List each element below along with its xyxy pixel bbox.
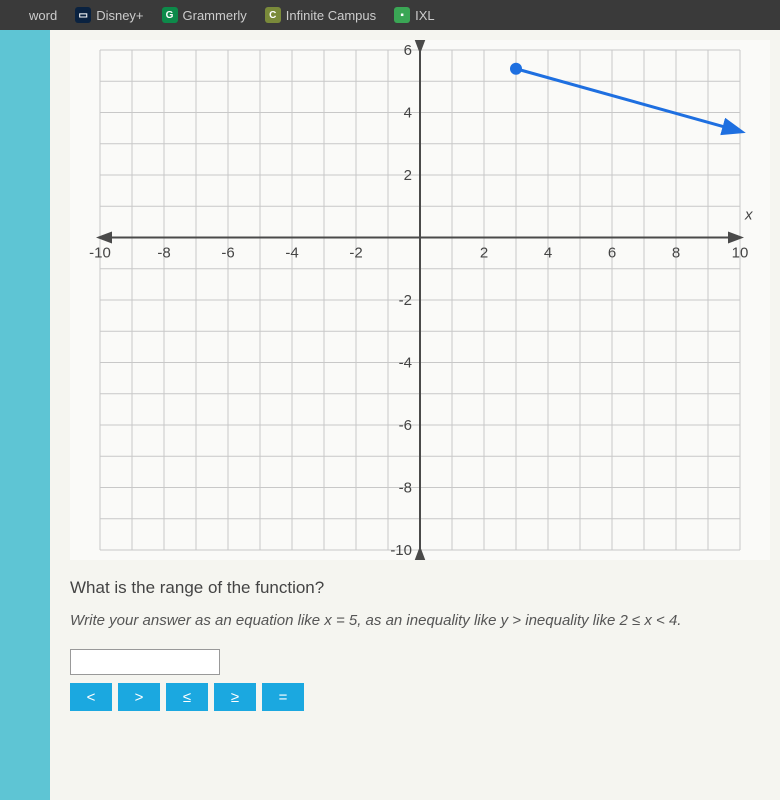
bookmark-icon: C [265, 7, 281, 23]
bookmark-label: Disney+ [96, 8, 143, 23]
svg-text:4: 4 [404, 105, 412, 122]
bookmark-icon: ▭ [75, 7, 91, 23]
symbol-button[interactable]: > [118, 683, 160, 711]
symbol-button[interactable]: < [70, 683, 112, 711]
instruction-text: Write your answer as an equation like x … [70, 612, 760, 629]
svg-text:-2: -2 [349, 245, 362, 262]
svg-text:6: 6 [608, 245, 616, 262]
bookmark-item[interactable]: ▪ IXL [394, 7, 435, 23]
svg-text:8: 8 [672, 245, 680, 262]
bookmark-label: Grammerly [183, 8, 247, 23]
symbol-button[interactable]: = [262, 683, 304, 711]
svg-text:2: 2 [404, 167, 412, 184]
symbol-button[interactable]: ≤ [166, 683, 208, 711]
content-area: -10 -8 -6 -4 -2 2 4 6 8 10 6 4 2 -2 -4 -6 -8 -10 x What is… [50, 30, 780, 800]
svg-text:6: 6 [404, 42, 412, 59]
browser-bookmarks-bar: word ▭ Disney+ G Grammerly C Infinite Campus ▪ I… [0, 0, 780, 30]
svg-text:-8: -8 [157, 245, 170, 262]
bookmark-label: word [29, 8, 57, 23]
bookmark-item[interactable]: C Infinite Campus [265, 7, 376, 23]
svg-text:2: 2 [480, 245, 488, 262]
coordinate-graph: -10 -8 -6 -4 -2 2 4 6 8 10 6 4 2 -2 -4 -6 -8 -10 x [70, 40, 770, 560]
bookmark-icon: G [162, 7, 178, 23]
bookmark-item[interactable]: G Grammerly [162, 7, 247, 23]
bookmark-label: IXL [415, 8, 435, 23]
svg-text:-6: -6 [221, 245, 234, 262]
bookmark-item[interactable]: word [8, 7, 57, 23]
svg-text:-10: -10 [390, 542, 412, 559]
svg-text:-2: -2 [399, 292, 412, 309]
symbol-button[interactable]: ≥ [214, 683, 256, 711]
svg-text:x: x [744, 207, 753, 224]
svg-text:-8: -8 [399, 480, 412, 497]
bookmark-label: Infinite Campus [286, 8, 376, 23]
bookmark-icon [8, 7, 24, 23]
bookmark-icon: ▪ [394, 7, 410, 23]
svg-text:-4: -4 [399, 355, 412, 372]
symbol-button-row: <>≤≥= [70, 683, 760, 711]
answer-input[interactable] [70, 649, 220, 675]
svg-text:4: 4 [544, 245, 552, 262]
answer-area: <>≤≥= [70, 649, 760, 711]
bookmark-item[interactable]: ▭ Disney+ [75, 7, 143, 23]
svg-text:-4: -4 [285, 245, 298, 262]
question-text: What is the range of the function? [70, 578, 760, 598]
svg-text:-6: -6 [399, 417, 412, 434]
svg-text:10: 10 [732, 245, 749, 262]
svg-text:-10: -10 [89, 245, 111, 262]
